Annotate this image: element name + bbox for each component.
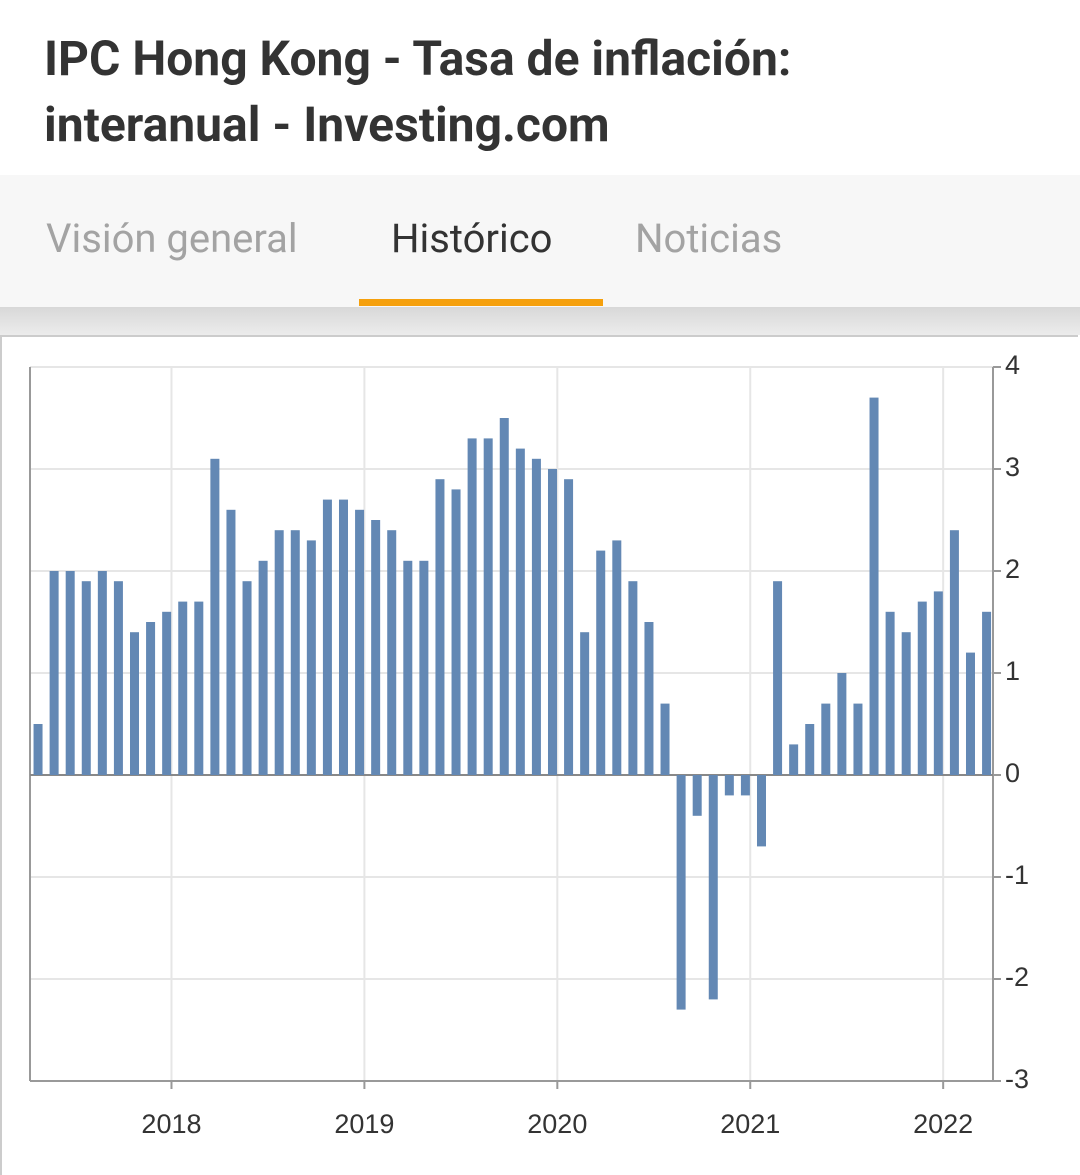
bar xyxy=(403,560,413,775)
bar xyxy=(146,622,156,775)
x-tick-label: 2018 xyxy=(141,1109,201,1139)
bar xyxy=(740,775,750,796)
y-tick-label: 0 xyxy=(1005,758,1020,788)
bar xyxy=(580,632,590,775)
tab-bar: Visión general Histórico Noticias xyxy=(0,175,1080,307)
bar xyxy=(483,438,493,775)
bar xyxy=(33,724,43,775)
bar xyxy=(322,499,332,775)
bar xyxy=(869,397,879,775)
bar xyxy=(81,581,91,775)
bar xyxy=(692,775,702,816)
bar xyxy=(355,509,365,775)
bar xyxy=(226,509,236,775)
bar xyxy=(933,591,943,775)
tab[interactable]: Histórico xyxy=(391,215,553,262)
bar xyxy=(65,571,75,775)
bar xyxy=(258,560,268,775)
bar xyxy=(194,601,204,775)
y-tick-label: 1 xyxy=(1005,656,1020,686)
bar xyxy=(162,611,172,775)
page-title: IPC Hong Kong - Tasa de inflación: inter… xyxy=(44,26,791,158)
bar xyxy=(628,581,638,775)
bar xyxy=(949,530,959,775)
y-tick-label: 2 xyxy=(1005,554,1020,584)
y-tick-label: 3 xyxy=(1005,452,1020,482)
title-line: IPC Hong Kong - Tasa de inflación: xyxy=(44,30,792,87)
chart-card xyxy=(0,335,1078,1175)
bar xyxy=(596,550,606,775)
bar xyxy=(387,530,397,775)
x-tick-label: 2019 xyxy=(334,1109,394,1139)
x-tick-label: 2020 xyxy=(527,1109,587,1139)
bar xyxy=(853,703,863,775)
bar xyxy=(821,703,831,775)
tab[interactable]: Visión general xyxy=(46,215,298,262)
y-tick-label: -3 xyxy=(1005,1064,1029,1094)
bar xyxy=(612,540,622,775)
bar xyxy=(306,540,316,775)
bar xyxy=(242,581,252,775)
bar xyxy=(917,601,927,775)
bar xyxy=(435,479,445,775)
bar xyxy=(499,418,509,775)
bar xyxy=(708,775,718,1000)
bar xyxy=(660,703,670,775)
bar xyxy=(901,632,911,775)
bar xyxy=(644,622,654,775)
bar xyxy=(756,775,766,847)
tab[interactable]: Noticias xyxy=(635,215,783,262)
bar xyxy=(419,560,429,775)
bar xyxy=(178,601,188,775)
bar xyxy=(773,581,783,775)
bar xyxy=(805,724,815,775)
bar xyxy=(274,530,284,775)
y-tick-label: -2 xyxy=(1005,962,1029,992)
bar xyxy=(451,489,461,775)
bar xyxy=(789,744,799,775)
bar xyxy=(113,581,123,775)
bar xyxy=(290,530,300,775)
bar xyxy=(885,611,895,775)
bar xyxy=(129,632,140,775)
bar xyxy=(564,479,574,775)
x-tick-label: 2022 xyxy=(913,1109,973,1139)
bar xyxy=(210,458,220,775)
y-tick-label: 4 xyxy=(1005,350,1020,380)
x-tick-label: 2021 xyxy=(720,1109,780,1139)
bar xyxy=(837,673,847,775)
bar xyxy=(515,448,525,775)
bar xyxy=(982,611,992,775)
bar xyxy=(371,520,381,775)
bar xyxy=(676,775,686,1010)
title-line: interanual - Investing.com xyxy=(44,96,610,153)
bar xyxy=(531,458,541,775)
bar xyxy=(49,571,59,775)
y-tick-label: -1 xyxy=(1005,860,1029,890)
bar xyxy=(97,571,107,775)
bar xyxy=(467,438,477,775)
bar xyxy=(965,652,975,775)
bar xyxy=(547,469,557,775)
bar xyxy=(724,775,734,796)
active-tab-indicator xyxy=(359,299,603,306)
divider xyxy=(0,307,1080,335)
bar xyxy=(338,499,348,775)
